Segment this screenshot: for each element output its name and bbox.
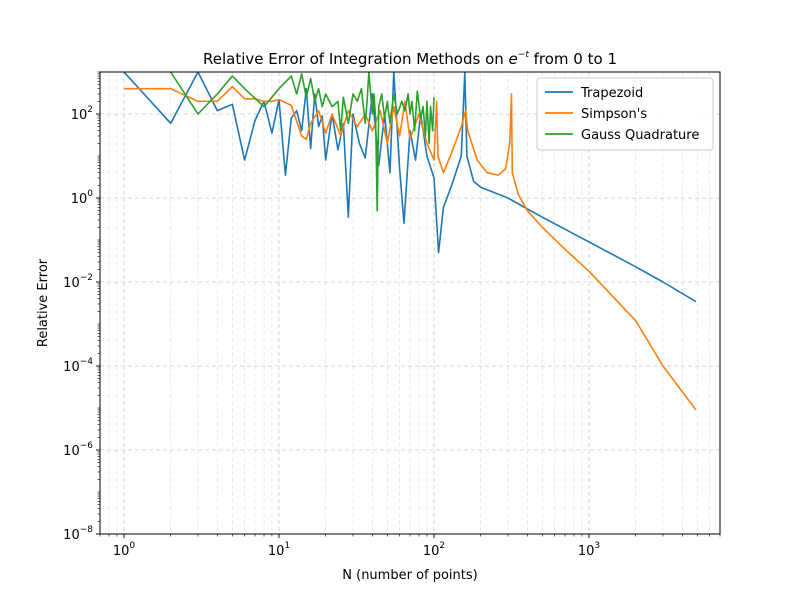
x-tick-label-exponent: 1 xyxy=(284,541,290,551)
x-tick-label: 100 xyxy=(113,541,136,559)
x-axis-label: N (number of points) xyxy=(342,568,477,583)
y-tick-label: 100 xyxy=(71,189,94,207)
y-tick-label: 10−8 xyxy=(63,525,93,543)
y-tick-label-exponent: 2 xyxy=(87,105,93,115)
x-tick-label: 103 xyxy=(578,541,600,559)
y-tick-label-exponent: −8 xyxy=(80,525,94,535)
chart-title-exponent: −t xyxy=(518,50,530,60)
chart-title-prefix: Relative Error of Integration Methods on xyxy=(203,50,509,68)
legend-label-simpson-s: Simpson's xyxy=(581,107,647,122)
chart-title-base: e xyxy=(509,50,518,68)
x-tick-label-exponent: 2 xyxy=(439,541,445,551)
y-tick-label-base: 10 xyxy=(71,192,88,207)
y-tick-label-base: 10 xyxy=(63,528,80,543)
y-tick-label-base: 10 xyxy=(63,276,80,291)
y-tick-label-exponent: 0 xyxy=(87,189,93,199)
legend-box xyxy=(536,77,714,151)
y-tick-label: 102 xyxy=(71,105,93,123)
y-tick-label-exponent: −6 xyxy=(80,441,94,451)
y-tick-label-base: 10 xyxy=(63,444,80,459)
x-tick-label: 101 xyxy=(268,541,290,559)
grid xyxy=(99,72,721,535)
y-tick-label: 10−4 xyxy=(63,357,93,375)
legend-label-gauss-quadrature: Gauss Quadrature xyxy=(581,128,699,143)
x-tick-label-base: 10 xyxy=(268,544,285,559)
x-tick-label-exponent: 3 xyxy=(594,541,600,551)
series-line-simpson-s xyxy=(124,85,697,411)
series-lines xyxy=(123,72,697,411)
x-tick-label-base: 10 xyxy=(113,544,130,559)
legend-label-trapezoid: Trapezoid xyxy=(580,86,643,101)
x-tick-label-exponent: 0 xyxy=(129,541,135,551)
x-tick-label: 102 xyxy=(423,541,445,559)
series-line-trapezoid xyxy=(123,72,697,303)
y-tick-label-exponent: −4 xyxy=(80,357,94,367)
x-tick-label-base: 10 xyxy=(423,544,440,559)
y-tick-label: 10−2 xyxy=(63,273,93,291)
series-line-gauss-quadrature xyxy=(169,72,435,212)
y-tick-label: 10−6 xyxy=(63,441,93,459)
chart-title-suffix: from 0 to 1 xyxy=(529,50,617,68)
chart-title: Relative Error of Integration Methods on… xyxy=(203,50,617,68)
y-axis-label: Relative Error xyxy=(36,258,51,347)
y-tick-label-base: 10 xyxy=(71,108,88,123)
legend: Trapezoid Simpson's Gauss Quadrature xyxy=(536,77,714,151)
y-tick-label-exponent: −2 xyxy=(80,273,93,283)
x-tick-label-base: 10 xyxy=(578,544,595,559)
y-tick-label-base: 10 xyxy=(63,360,80,375)
